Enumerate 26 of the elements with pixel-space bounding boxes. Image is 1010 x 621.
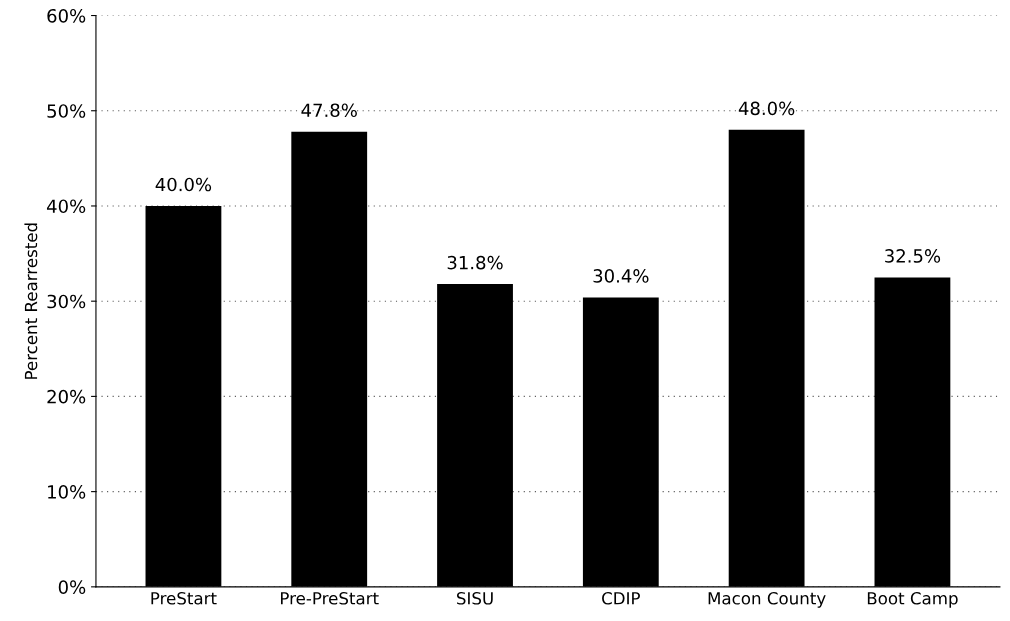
y-tick-label: 0%: [58, 580, 86, 594]
x-tick-label: SISU: [456, 592, 493, 605]
x-tick-label: PreStart: [151, 592, 217, 605]
data-label: 47.8%: [301, 103, 357, 118]
bar: [728, 129, 805, 587]
bar: [874, 277, 951, 587]
y-tick-label: 50%: [47, 104, 86, 118]
x-tick-label: Pre-PreStart: [281, 592, 379, 605]
bar: [145, 205, 222, 587]
y-tick-label: 30%: [47, 294, 86, 309]
x-tick-label: Boot Camp: [867, 592, 958, 608]
bar: [582, 297, 659, 587]
bar: [291, 131, 368, 587]
x-tick-label: Macon County: [708, 592, 826, 608]
data-label: 40.0%: [155, 177, 212, 192]
data-label: 30.4%: [593, 269, 649, 283]
bar: [437, 284, 513, 587]
data-label: 32.5%: [885, 249, 941, 263]
y-tick-label: 60%: [47, 8, 86, 23]
y-axis-title: Percent Rearrested: [24, 223, 38, 379]
data-label: 48.0%: [738, 101, 795, 116]
y-tick-label: 40%: [46, 199, 86, 214]
x-tick-label: CDIP: [602, 592, 640, 605]
y-tick-label: 10%: [48, 485, 86, 499]
data-label: 31.8%: [447, 255, 503, 270]
y-tick-label: 20%: [47, 389, 86, 404]
